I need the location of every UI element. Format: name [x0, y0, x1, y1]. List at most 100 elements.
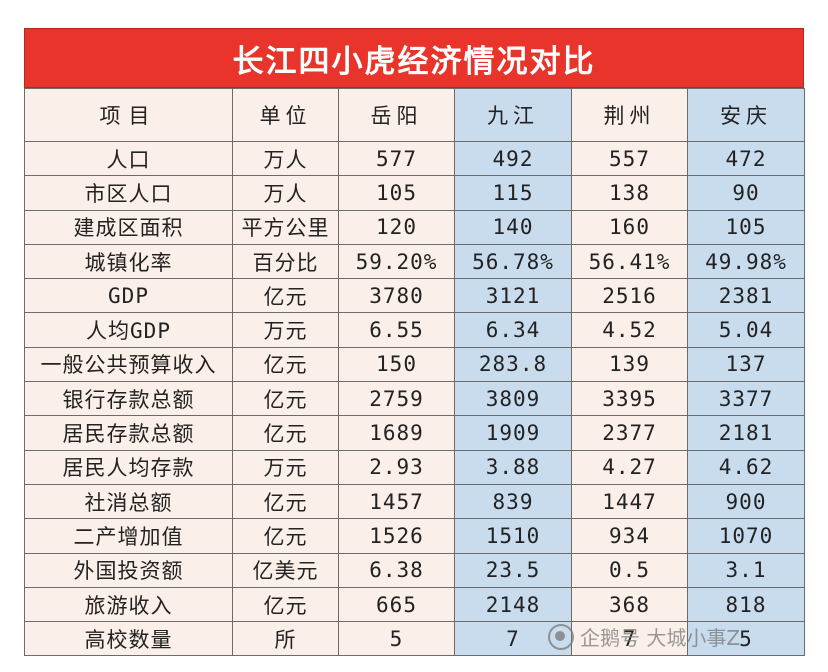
- cell-jingzhou: 138: [571, 175, 688, 211]
- cell-jiujiang: 23.5: [454, 552, 572, 588]
- cell-jingzhou: 2516: [571, 278, 688, 314]
- cell-item: 居民人均存款: [24, 449, 233, 485]
- cell-anqing: 1070: [687, 518, 805, 554]
- cell-jingzhou: 56.41%: [571, 243, 688, 280]
- cell-jingzhou: 0.5: [571, 552, 688, 588]
- cell-unit: 亿元: [232, 381, 339, 417]
- table-row: 高校数量所 5 7 7 5: [24, 621, 805, 657]
- cell-jingzhou: 139: [571, 346, 688, 383]
- cell-anqing: 5: [687, 621, 805, 657]
- page-title: 长江四小虎经济情况对比: [232, 43, 596, 80]
- cell-jingzhou: 7: [571, 621, 688, 657]
- header-item: 项目: [24, 88, 233, 142]
- cell-yueyang: 577: [338, 140, 455, 177]
- cell-item: 人口: [24, 140, 233, 177]
- cell-yueyang: 120: [338, 209, 455, 245]
- cell-jiujiang: 492: [454, 140, 572, 177]
- header-yueyang: 岳阳: [338, 88, 455, 142]
- cell-unit: 平方公里: [232, 209, 339, 245]
- cell-jiujiang: 140: [454, 209, 572, 245]
- cell-jingzhou: 934: [571, 518, 688, 554]
- table-row: 一般公共预算收入 亿元 150 283.8 139 137: [24, 346, 805, 383]
- table-row: 建成区面积 平方公里 120 140 160 105: [24, 209, 805, 245]
- watermark-text: 企鹅号 大城小事Z: [580, 626, 741, 650]
- cell-jiujiang: 1909: [454, 415, 572, 451]
- header-jiujiang: 九江: [454, 88, 572, 142]
- table-row: 人口 万人 577 492 557 472: [24, 140, 805, 177]
- cell-yueyang: 2.93: [338, 449, 455, 485]
- cell-item: 居民存款总额: [24, 415, 233, 451]
- cell-jiujiang: 56.78%: [454, 243, 572, 280]
- cell-yueyang: 1526: [338, 518, 455, 554]
- cell-jiujiang: 1510: [454, 518, 572, 554]
- cell-yueyang: 6.38: [338, 552, 455, 588]
- cell-yueyang: 6.55: [338, 312, 455, 348]
- title-bar: 长江四小虎经济情况对比: [24, 28, 804, 88]
- comparison-sheet: 长江四小虎经济情况对比 项目 单位 岳阳 九江 荆州 安庆 人口 万人 577 492…: [24, 28, 805, 672]
- cell-jingzhou: 4.27: [571, 449, 688, 485]
- cell-anqing: 4.62: [687, 449, 805, 485]
- cell-anqing: 137: [687, 346, 805, 383]
- cell-item: GDP: [24, 278, 233, 314]
- table-row: 市区人口 万人 105 115 138 90: [24, 175, 805, 211]
- header-unit: 单位: [232, 88, 339, 142]
- cell-yueyang: 5: [338, 621, 455, 657]
- header-jingzhou: 荆州: [571, 88, 688, 142]
- cell-anqing: 2381: [687, 278, 805, 314]
- cell-unit: 亿元: [232, 278, 339, 314]
- cell-jiujiang: 3809: [454, 381, 572, 417]
- table-row: 社消总额 亿元 1457 839 1447 900: [24, 483, 805, 520]
- cell-item: 社消总额: [24, 483, 233, 520]
- cell-jiujiang: 283.8: [454, 346, 572, 383]
- cell-anqing: 2181: [687, 415, 805, 451]
- cell-jingzhou: 3395: [571, 381, 688, 417]
- cell-unit: 万元: [232, 449, 339, 485]
- cell-jingzhou: 1447: [571, 483, 688, 520]
- cell-item: 高校数量: [24, 621, 233, 657]
- cell-unit: 亿元: [232, 415, 339, 451]
- cell-jingzhou: 160: [571, 209, 688, 245]
- cell-anqing: 3377: [687, 381, 805, 417]
- table-row: 居民存款总额 亿元 1689 1909 2377 2181: [24, 415, 805, 451]
- penguin-logo-icon: [548, 623, 574, 650]
- cell-yueyang: 3780: [338, 278, 455, 314]
- cell-yueyang: 150: [338, 346, 455, 383]
- cell-item: 建成区面积: [24, 209, 233, 245]
- table-row: 二产增加值 亿元 1526 1510 934 1070: [24, 518, 805, 554]
- table-row: GDP 亿元 3780 3121 2516 2381: [24, 278, 805, 314]
- comparison-table: 项目 单位 岳阳 九江 荆州 安庆 人口 万人 577 492 557 472 市区人口 万人…: [24, 88, 805, 657]
- table-row: 银行存款总额 亿元 2759 3809 3395 3377: [24, 381, 805, 417]
- cell-yueyang: 665: [338, 586, 455, 623]
- cell-jiujiang: 115: [454, 175, 572, 211]
- cell-anqing: 49.98%: [687, 243, 805, 280]
- cell-unit: 万元: [232, 312, 339, 348]
- cell-yueyang: 2759: [338, 381, 455, 417]
- cell-jingzhou: 557: [571, 140, 688, 177]
- cell-jiujiang: 839: [454, 483, 572, 520]
- cell-anqing: 5.04: [687, 312, 805, 348]
- cell-item: 银行存款总额: [24, 381, 233, 417]
- cell-anqing: 3.1: [687, 552, 805, 588]
- cell-yueyang: 1689: [338, 415, 455, 451]
- cell-unit: 百分比: [232, 243, 339, 280]
- table-row: 城镇化率 百分比 59.20% 56.78% 56.41% 49.98%: [24, 243, 805, 280]
- table-row: 旅游收入 亿元 665 2148 368 818: [24, 586, 805, 623]
- table-row: 人均GDP 万元 6.55 6.34 4.52 5.04: [24, 312, 805, 348]
- cell-unit: 万人: [232, 140, 339, 177]
- cell-anqing: 818: [687, 586, 805, 623]
- table-row: 居民人均存款 万元 2.93 3.88 4.27 4.62: [24, 449, 805, 485]
- cell-anqing: 472: [687, 140, 805, 177]
- cell-item: 人均GDP: [24, 312, 233, 348]
- cell-yueyang: 59.20%: [338, 243, 455, 280]
- cell-jingzhou: 2377: [571, 415, 688, 451]
- cell-item: 城镇化率: [24, 243, 233, 280]
- cell-yueyang: 1457: [338, 483, 455, 520]
- cell-item: 外国投资额: [24, 552, 233, 588]
- table-row: 外国投资额 亿美元 6.38 23.5 0.5 3.1: [24, 552, 805, 588]
- cell-jingzhou: 368: [571, 586, 688, 623]
- cell-anqing: 90: [687, 175, 805, 211]
- header-anqing: 安庆: [687, 88, 805, 142]
- cell-jiujiang: 6.34: [454, 312, 572, 348]
- cell-item: 二产增加值: [24, 518, 233, 554]
- cell-unit: 亿元: [232, 518, 339, 554]
